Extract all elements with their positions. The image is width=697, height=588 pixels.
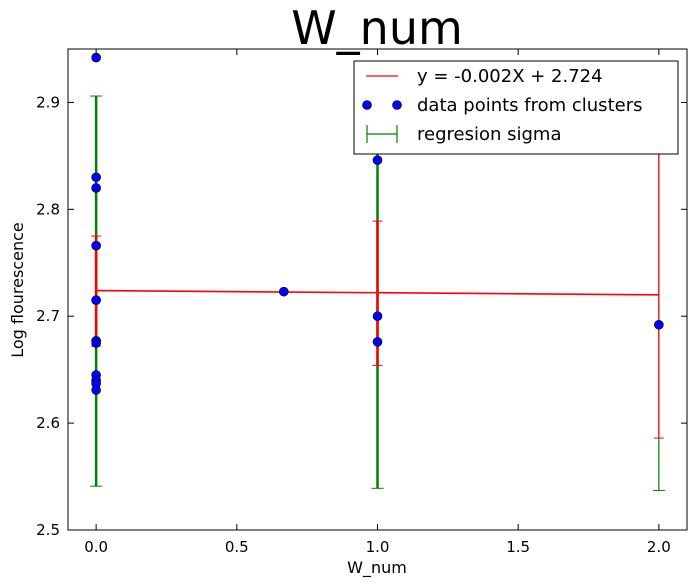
- y-tick-label: 2.6: [36, 414, 60, 432]
- regression-error-bar: [653, 144, 664, 439]
- axes: 0.0 0.5 1.0 1.5 2.0 2.5 2.6 2.7 2.8 2.9: [36, 49, 687, 556]
- x-tick-label: 1.0: [366, 538, 390, 556]
- legend-label-regression: y = -0.002X + 2.724: [417, 66, 603, 87]
- y-tick-label: 2.7: [36, 307, 60, 325]
- legend-box: [353, 60, 679, 155]
- data-point: [91, 295, 101, 305]
- data-point: [91, 338, 101, 348]
- data-point: [91, 240, 101, 251]
- data-point: [372, 337, 383, 347]
- legend-marker-swatch: [362, 100, 372, 110]
- plot-area: [90, 52, 665, 491]
- data-point: [372, 155, 383, 165]
- y-tick-label: 2.9: [36, 93, 60, 111]
- legend-label-points: data points from clusters: [417, 95, 642, 116]
- x-tick-label: 1.5: [506, 538, 530, 556]
- data-point: [91, 183, 101, 193]
- x-tick-label: 0.0: [84, 538, 108, 556]
- data-point: [91, 385, 101, 395]
- x-tick-label: 0.5: [225, 538, 249, 556]
- data-point: [279, 286, 289, 297]
- x-tick-label: 2.0: [647, 538, 671, 556]
- data-point: [372, 311, 383, 322]
- data-point: [91, 172, 101, 183]
- regression-line: [96, 289, 659, 296]
- x-axis-label: W_num: [347, 558, 407, 578]
- y-axis-label: Log flourescence: [8, 222, 27, 358]
- legend-errorbar-swatch: [366, 125, 398, 143]
- chart-title: W_num: [291, 1, 463, 55]
- y-tick-label: 2.5: [36, 521, 60, 539]
- legend-label-sigma: regresion sigma: [417, 124, 561, 145]
- legend: y = -0.002X + 2.724 data points from clu…: [353, 60, 679, 155]
- data-point: [654, 319, 664, 330]
- legend-marker-swatch: [392, 100, 402, 110]
- y-tick-label: 2.8: [36, 200, 60, 218]
